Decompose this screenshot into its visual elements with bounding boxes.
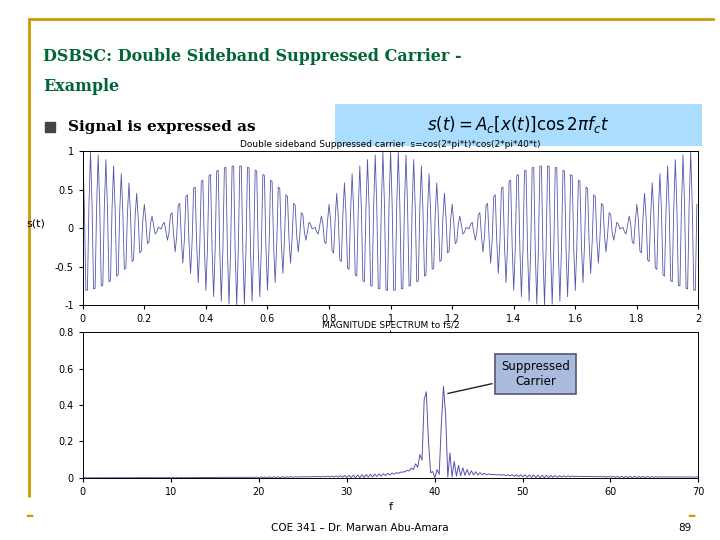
X-axis label: f: f (389, 503, 392, 512)
X-axis label: t: t (388, 330, 393, 340)
Title: MAGNITUDE SPECTRUM to fs/2: MAGNITUDE SPECTRUM to fs/2 (322, 321, 459, 330)
Text: DSBSC: Double Sideband Suppressed Carrier -: DSBSC: Double Sideband Suppressed Carrie… (43, 48, 462, 65)
Text: 89: 89 (678, 523, 691, 533)
FancyBboxPatch shape (335, 104, 702, 146)
Text: –: – (24, 507, 33, 525)
Text: Example: Example (43, 78, 120, 95)
Title: Double sideband Suppressed carrier  s=cos(2*pi*t)*cos(2*pi*40*t): Double sideband Suppressed carrier s=cos… (240, 140, 541, 149)
Text: $s(t) = A_c[x(t)]\cos 2\pi f_c t$: $s(t) = A_c[x(t)]\cos 2\pi f_c t$ (427, 114, 610, 135)
Text: COE 341 – Dr. Marwan Abu-Amara: COE 341 – Dr. Marwan Abu-Amara (271, 523, 449, 533)
Y-axis label: s(t): s(t) (26, 218, 45, 228)
Text: Signal is expressed as: Signal is expressed as (68, 120, 256, 134)
Text: –: – (687, 507, 696, 525)
Text: Suppressed
Carrier: Suppressed Carrier (448, 360, 570, 394)
